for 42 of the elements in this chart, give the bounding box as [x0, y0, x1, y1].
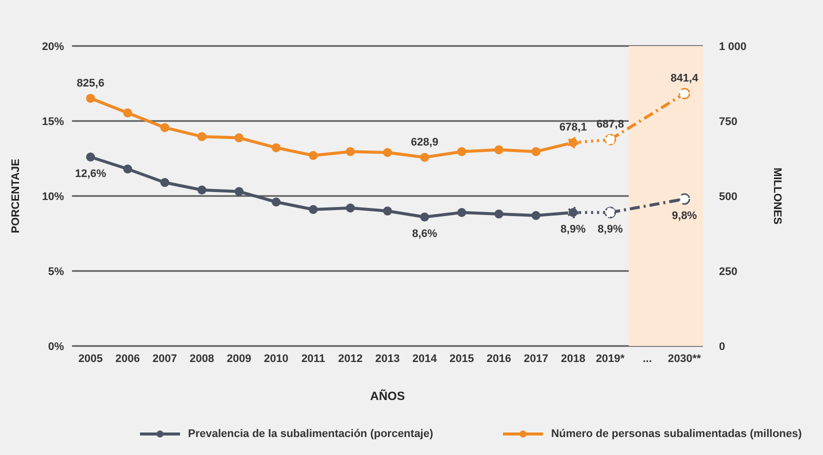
x-tick-label: 2016 [486, 352, 512, 365]
y2-tick-label: 250 [719, 266, 738, 278]
data-label: 8,6% [412, 228, 438, 240]
legend-label: Prevalencia de la subalimentación (porcentaje) [188, 428, 434, 440]
data-label: 687,8 [596, 118, 624, 131]
y2-tick-label: 750 [719, 116, 738, 128]
y2-tick-label: 500 [719, 191, 738, 203]
y-tick-label: 5% [48, 266, 64, 278]
x-tick-label: 2009 [226, 352, 252, 365]
x-tick-label: ... [642, 352, 652, 365]
x-tick-label: 2006 [115, 352, 140, 365]
y-axis-title: PORCENTAJE [10, 158, 22, 234]
y2-tick-label: 0 [719, 341, 726, 353]
y-tick-label: 20% [42, 40, 64, 53]
x-axis-title: AÑOS [370, 389, 405, 403]
x-tick-label: 2005 [78, 352, 103, 365]
y-tick-label: 0% [48, 340, 64, 353]
data-label: 12,6% [74, 168, 106, 180]
data-label: 825,6 [76, 77, 104, 90]
legend-label: Número de personas subalimentadas (millones) [551, 428, 802, 440]
data-label: 678,1 [559, 122, 587, 134]
data-label: 628,9 [410, 136, 438, 148]
y2-axis-title: MILLONES [771, 168, 784, 224]
x-tick-label: 2013 [375, 352, 400, 365]
x-tick-label: 2010 [264, 352, 288, 365]
y2-tick-label: 1 000 [719, 41, 747, 53]
x-tick-label: 2030** [668, 352, 702, 365]
x-tick-label: 2019* [596, 352, 626, 365]
data-label: 9,8% [672, 210, 698, 222]
x-tick-label: 2018 [560, 352, 586, 365]
data-label: 8,9% [598, 224, 623, 236]
x-tick-label: 2012 [338, 352, 363, 365]
y-tick-label: 15% [42, 116, 64, 128]
x-tick-label: 2017 [524, 352, 548, 365]
y-tick-label: 10% [42, 190, 64, 203]
x-tick-label: 2015 [449, 352, 474, 365]
data-label: 8,9% [560, 224, 586, 236]
x-tick-label: 2008 [190, 352, 214, 365]
x-tick-label: 2014 [412, 352, 438, 365]
x-tick-label: 2007 [152, 352, 178, 365]
data-label: 841,4 [670, 72, 700, 85]
x-tick-label: 2011 [301, 352, 326, 365]
